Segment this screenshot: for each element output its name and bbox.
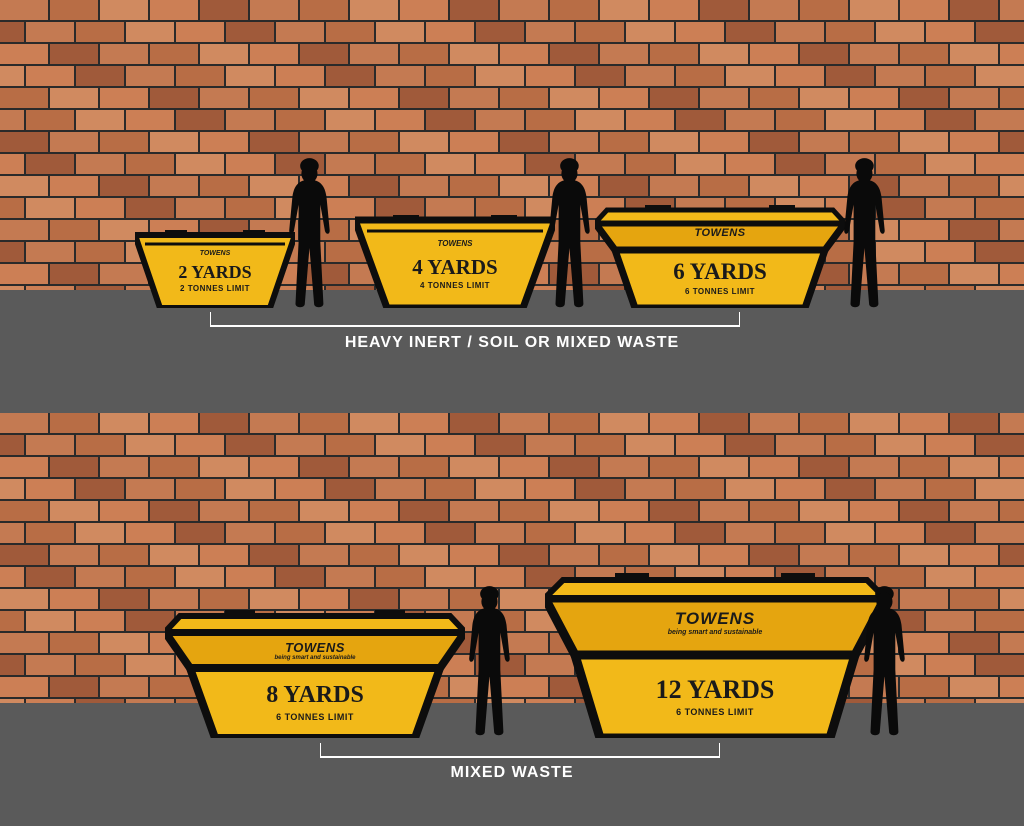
skip-label: 4 YARDS	[355, 255, 555, 280]
brand-tagline: being smart and sustainable	[545, 629, 885, 636]
person-silhouette	[460, 583, 519, 743]
bracket-top	[210, 312, 740, 328]
content-bottom: TOWENS being smart and sustainable 8 YAR…	[0, 413, 1024, 826]
brand-logo: TOWENS	[165, 640, 465, 655]
skip-sublabel: 4 TONNES LIMIT	[355, 281, 555, 290]
bracket-bottom	[320, 743, 720, 759]
person-silhouette	[280, 155, 339, 315]
skip-6yd: TOWENS 6 YARDS 6 TONNES LIMIT	[595, 205, 845, 308]
skip-label: 2 YARDS	[135, 262, 295, 283]
skip-label: 6 YARDS	[595, 259, 845, 285]
person-silhouette	[835, 155, 894, 315]
caption-top: HEAVY INERT / SOIL OR MIXED WASTE	[0, 334, 1024, 352]
section-top: TOWENS 2 YARDS 2 TONNES LIMIT TOWENS 4 Y…	[0, 0, 1024, 413]
caption-bottom: MIXED WASTE	[0, 764, 1024, 782]
content-top: TOWENS 2 YARDS 2 TONNES LIMIT TOWENS 4 Y…	[0, 0, 1024, 413]
section-bottom: TOWENS being smart and sustainable 8 YAR…	[0, 413, 1024, 826]
brand-logo: TOWENS	[595, 227, 845, 239]
person-silhouette	[540, 155, 599, 315]
skip-8yd: TOWENS being smart and sustainable 8 YAR…	[165, 610, 465, 738]
skip-sublabel: 6 TONNES LIMIT	[545, 707, 885, 717]
skip-2yd: TOWENS 2 YARDS 2 TONNES LIMIT	[135, 230, 295, 308]
skip-12yd: TOWENS being smart and sustainable 12 YA…	[545, 573, 885, 738]
skip-label: 12 YARDS	[545, 675, 885, 705]
skip-sublabel: 6 TONNES LIMIT	[595, 287, 845, 296]
brand-logo: TOWENS	[355, 239, 555, 248]
skip-sublabel: 6 TONNES LIMIT	[165, 712, 465, 722]
brand-logo: TOWENS	[545, 609, 885, 629]
skip-label: 8 YARDS	[165, 682, 465, 709]
skip-4yd: TOWENS 4 YARDS 4 TONNES LIMIT	[355, 215, 555, 308]
skip-sublabel: 2 TONNES LIMIT	[135, 284, 295, 293]
person-silhouette	[855, 583, 914, 743]
brand-tagline: being smart and sustainable	[165, 655, 465, 661]
brand-logo: TOWENS	[135, 250, 295, 257]
